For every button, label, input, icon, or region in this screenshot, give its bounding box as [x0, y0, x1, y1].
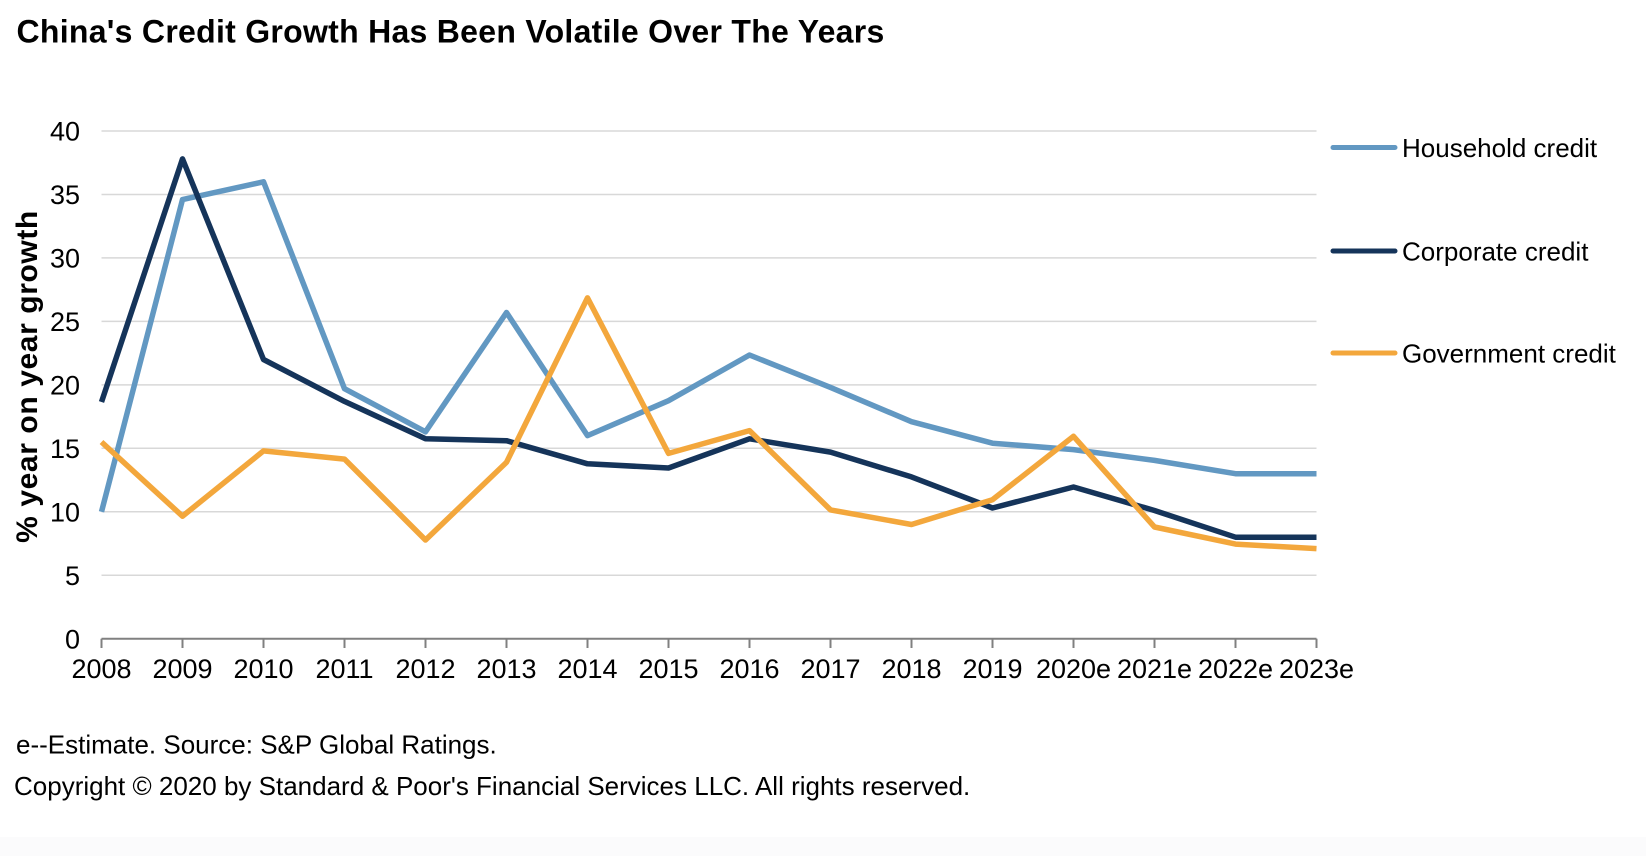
svg-text:40: 40 [50, 117, 80, 147]
svg-text:2011: 2011 [315, 654, 373, 684]
svg-text:e--Estimate. Source: S&P Globa: e--Estimate. Source: S&P Global Ratings. [16, 730, 497, 760]
svg-text:China's Credit Growth Has Been: China's Credit Growth Has Been Volatile … [17, 14, 885, 50]
svg-text:2010: 2010 [233, 654, 293, 684]
svg-text:2023e: 2023e [1279, 654, 1354, 684]
svg-text:2012: 2012 [395, 654, 455, 684]
svg-text:Government credit: Government credit [1402, 339, 1617, 369]
svg-text:Corporate credit: Corporate credit [1402, 237, 1589, 267]
svg-text:10: 10 [50, 497, 80, 527]
svg-text:5: 5 [65, 561, 80, 591]
svg-text:2009: 2009 [152, 654, 212, 684]
svg-text:2019: 2019 [962, 654, 1022, 684]
svg-text:2018: 2018 [881, 654, 941, 684]
svg-text:% year on year growth: % year on year growth [11, 210, 44, 543]
svg-text:35: 35 [50, 180, 80, 210]
svg-text:2020e: 2020e [1036, 654, 1111, 684]
svg-text:2013: 2013 [476, 654, 536, 684]
svg-text:2022e: 2022e [1198, 654, 1273, 684]
svg-text:30: 30 [50, 244, 80, 274]
svg-text:Copyright © 2020 by Standard &: Copyright © 2020 by Standard & Poor's Fi… [14, 771, 970, 801]
svg-text:2021e: 2021e [1117, 654, 1192, 684]
svg-text:0: 0 [65, 624, 80, 654]
svg-text:25: 25 [50, 307, 80, 337]
svg-text:15: 15 [50, 434, 80, 464]
svg-text:2014: 2014 [557, 654, 617, 684]
svg-text:2017: 2017 [800, 654, 860, 684]
svg-text:Household credit: Household credit [1402, 133, 1598, 163]
svg-text:2016: 2016 [719, 654, 779, 684]
svg-text:2015: 2015 [638, 654, 698, 684]
svg-text:2008: 2008 [71, 654, 131, 684]
svg-text:20: 20 [50, 371, 80, 401]
